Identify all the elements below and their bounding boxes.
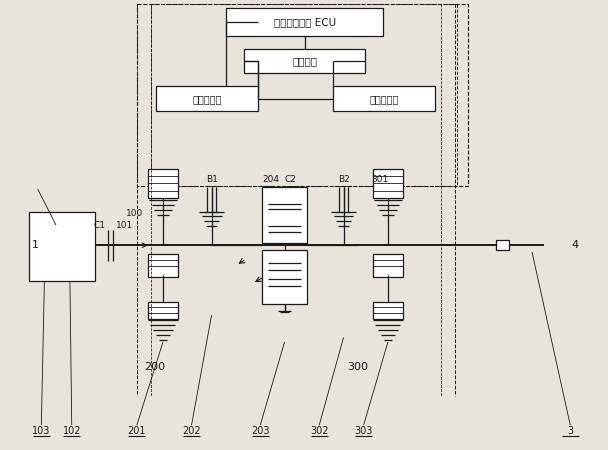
Bar — [496, 240, 509, 250]
Text: 4: 4 — [571, 240, 578, 250]
Bar — [262, 187, 308, 243]
Bar — [148, 302, 178, 319]
Text: 200: 200 — [145, 362, 165, 372]
Text: 301: 301 — [371, 176, 389, 184]
Text: 300: 300 — [347, 362, 368, 372]
Text: 驱动逆变器: 驱动逆变器 — [370, 94, 399, 104]
Text: 202: 202 — [182, 426, 201, 436]
Bar — [373, 254, 403, 277]
Text: C2: C2 — [285, 176, 297, 184]
Text: 302: 302 — [310, 426, 328, 436]
Text: 203: 203 — [251, 426, 269, 436]
Bar — [151, 4, 457, 186]
Bar — [156, 86, 258, 111]
Bar — [137, 4, 468, 186]
Text: 204: 204 — [262, 176, 279, 184]
Text: B2: B2 — [337, 176, 350, 184]
Text: 100: 100 — [126, 209, 143, 218]
Text: 201: 201 — [128, 426, 146, 436]
Bar — [29, 212, 95, 281]
Bar — [226, 8, 383, 36]
Bar — [148, 169, 178, 198]
Bar — [148, 254, 178, 277]
Text: 102: 102 — [63, 426, 81, 436]
Bar — [373, 302, 403, 319]
Text: C1: C1 — [93, 220, 105, 230]
Text: 蓄电装置: 蓄电装置 — [292, 56, 317, 66]
Text: 发电逆变器: 发电逆变器 — [192, 94, 221, 104]
Text: 303: 303 — [354, 426, 373, 436]
Text: 3: 3 — [567, 426, 573, 436]
Bar — [262, 250, 308, 304]
Bar — [333, 86, 435, 111]
Text: B1: B1 — [206, 176, 218, 184]
Text: 电子控制单元 ECU: 电子控制单元 ECU — [274, 17, 336, 27]
Bar — [373, 169, 403, 198]
Text: 101: 101 — [116, 220, 133, 230]
Text: 103: 103 — [32, 426, 50, 436]
Bar — [244, 49, 365, 73]
Text: 1: 1 — [32, 240, 39, 250]
